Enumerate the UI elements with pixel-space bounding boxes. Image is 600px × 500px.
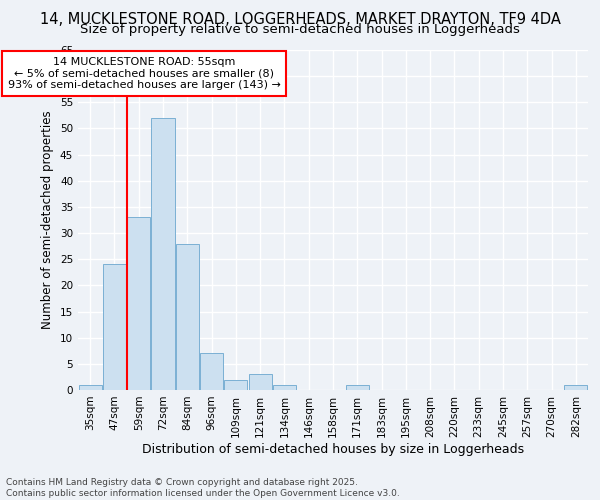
Bar — [273, 385, 296, 390]
X-axis label: Distribution of semi-detached houses by size in Loggerheads: Distribution of semi-detached houses by … — [142, 442, 524, 456]
Bar — [103, 264, 126, 390]
Bar — [79, 385, 101, 390]
Bar — [346, 385, 369, 390]
Bar — [127, 218, 150, 390]
Text: 14, MUCKLESTONE ROAD, LOGGERHEADS, MARKET DRAYTON, TF9 4DA: 14, MUCKLESTONE ROAD, LOGGERHEADS, MARKE… — [40, 12, 560, 28]
Text: Contains HM Land Registry data © Crown copyright and database right 2025.
Contai: Contains HM Land Registry data © Crown c… — [6, 478, 400, 498]
Bar — [176, 244, 199, 390]
Y-axis label: Number of semi-detached properties: Number of semi-detached properties — [41, 110, 55, 330]
Bar — [248, 374, 272, 390]
Bar — [224, 380, 247, 390]
Bar — [565, 385, 587, 390]
Text: 14 MUCKLESTONE ROAD: 55sqm
← 5% of semi-detached houses are smaller (8)
93% of s: 14 MUCKLESTONE ROAD: 55sqm ← 5% of semi-… — [8, 57, 281, 90]
Text: Size of property relative to semi-detached houses in Loggerheads: Size of property relative to semi-detach… — [80, 22, 520, 36]
Bar — [200, 354, 223, 390]
Bar — [151, 118, 175, 390]
